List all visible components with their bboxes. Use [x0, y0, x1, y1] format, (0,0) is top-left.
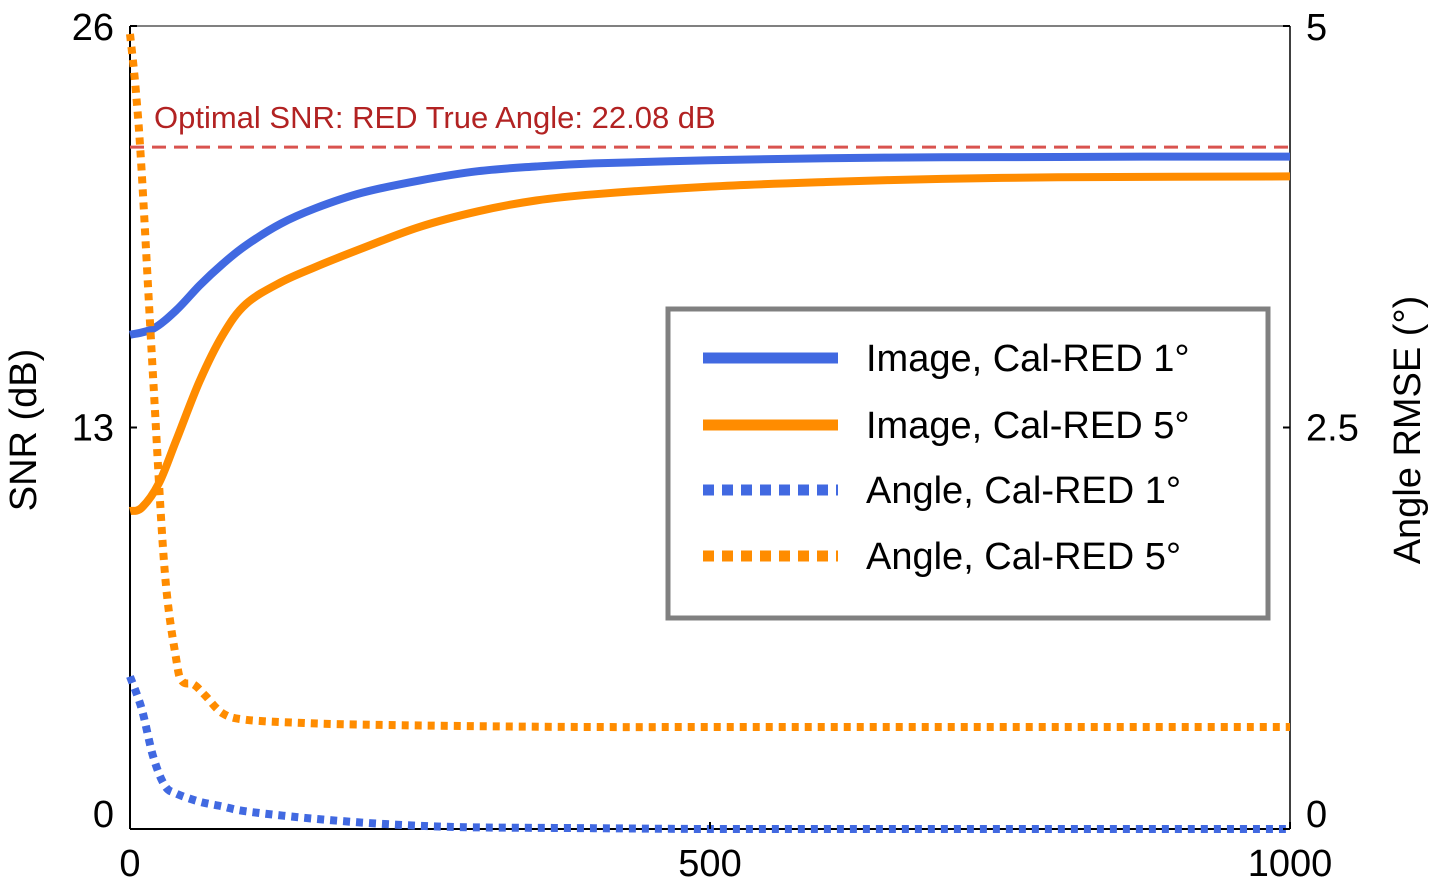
y-tick-label: 13 — [72, 408, 114, 450]
x-tick-label: 0 — [119, 843, 140, 884]
legend-label-image-5: Image, Cal-RED 5° — [866, 405, 1190, 447]
series-line-3 — [126, 675, 1290, 834]
series-line-1 — [129, 152, 1290, 339]
x-tick-label: 500 — [678, 843, 741, 884]
reference-line-label: Optimal SNR: RED True Angle: 22.08 dB — [154, 100, 716, 135]
series-line-2 — [128, 172, 1291, 515]
series-line-4 — [126, 33, 1290, 732]
y2-tick-label: 5 — [1306, 7, 1327, 49]
legend: Image, Cal-RED 1° Image, Cal-RED 5° Angl… — [665, 306, 1271, 621]
x-tick-label: 1000 — [1248, 843, 1333, 884]
legend-label-angle-1: Angle, Cal-RED 1° — [866, 470, 1181, 512]
y-tick-label: 0 — [93, 794, 114, 836]
y2-tick-label: 0 — [1306, 794, 1327, 836]
legend-label-angle-5: Angle, Cal-RED 5° — [866, 536, 1181, 578]
y2-tick-label: 2.5 — [1306, 408, 1359, 450]
y-axis-label: SNR (dB) — [3, 349, 45, 512]
y-tick-label: 26 — [72, 7, 114, 49]
y2-axis-label: Angle RMSE (°) — [1387, 296, 1429, 565]
legend-label-image-1: Image, Cal-RED 1° — [866, 338, 1190, 380]
